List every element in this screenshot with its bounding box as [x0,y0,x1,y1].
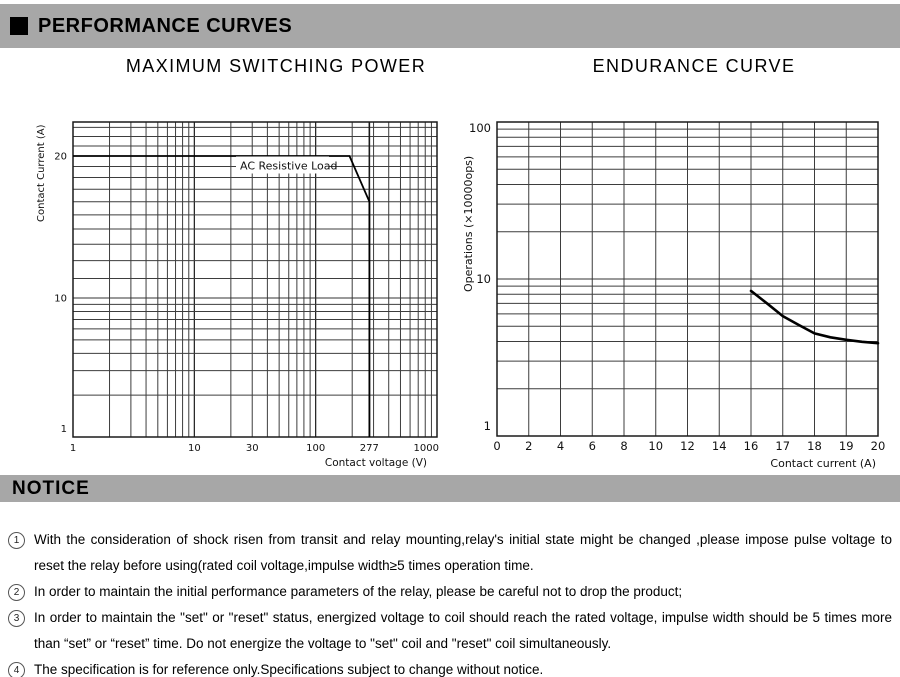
svg-text:12: 12 [680,439,695,453]
svg-text:1000: 1000 [414,443,439,454]
section-header-bar: PERFORMANCE CURVES [0,4,900,48]
svg-text:100: 100 [306,443,325,454]
x-axis-label: Contact current (A) [770,457,876,470]
svg-text:10: 10 [476,272,491,286]
plot-border [72,121,438,438]
svg-text:10: 10 [188,443,201,454]
plot-border [496,121,879,437]
svg-text:17: 17 [775,439,790,453]
svg-text:10: 10 [648,439,663,453]
note-text: With the consideration of shock risen fr… [34,532,892,573]
svg-text:20: 20 [871,439,886,453]
svg-text:14: 14 [712,439,727,453]
chart-title-endurance-curve: ENDURANCE CURVE [592,56,796,76]
axis-ticks: 1 10 30 100 277 1000 1 10 20 [54,151,439,454]
note-item: 2 In order to maintain the initial perfo… [8,579,892,605]
notice-list: 1 With the consideration of shock risen … [8,527,892,677]
svg-text:100: 100 [469,121,491,135]
note-number-badge: 3 [8,610,25,627]
svg-text:4: 4 [557,439,564,453]
curve-annotation: AC Resistive Load [236,156,337,174]
grid [497,122,878,436]
black-square-icon [10,17,28,35]
note-text: The specification is for reference only.… [34,662,544,677]
svg-text:1: 1 [61,424,67,435]
axis-ticks: 0 2 4 6 8 10 12 14 16 17 18 19 20 1 10 100 [469,121,885,453]
note-text: In order to maintain the initial perform… [34,584,683,599]
section-title: PERFORMANCE CURVES [38,14,293,37]
note-number-badge: 4 [8,662,25,677]
note-number-badge: 1 [8,532,25,549]
note-item: 4 The specification is for reference onl… [8,657,892,677]
chart-title-max-switching-power: MAXIMUM SWITCHING POWER [125,56,427,76]
svg-text:2: 2 [525,439,532,453]
endurance-curve-chart: 0 2 4 6 8 10 12 14 16 17 18 19 20 1 10 100 Contact curre… [462,121,885,470]
max-switching-power-chart: AC Resistive Load 1 10 30 100 277 1000 1 10 20 Con… [36,121,439,469]
y-axis-label: Contact Current (A) [36,124,47,222]
note-text: In order to maintain the "set" or "reset… [34,610,892,651]
svg-text:20: 20 [54,151,67,162]
svg-text:1: 1 [70,443,76,454]
note-item: 1 With the consideration of shock risen … [8,527,892,579]
svg-text:AC Resistive Load: AC Resistive Load [240,160,337,173]
svg-text:6: 6 [589,439,596,453]
svg-text:0: 0 [493,439,500,453]
svg-text:16: 16 [744,439,759,453]
notice-title: NOTICE [12,477,90,499]
svg-text:30: 30 [246,443,259,454]
svg-text:8: 8 [620,439,627,453]
svg-text:10: 10 [54,294,67,305]
grid [73,122,437,437]
note-item: 3 In order to maintain the "set" or "res… [8,605,892,657]
endurance-curve [749,289,880,345]
svg-text:19: 19 [839,439,854,453]
svg-text:18: 18 [807,439,822,453]
svg-text:1: 1 [484,419,491,433]
x-axis-label: Contact voltage (V) [325,457,427,469]
note-number-badge: 2 [8,584,25,601]
y-axis-label: Operations (×10000ops) [462,156,475,292]
svg-text:277: 277 [360,443,379,454]
ac-resistive-load-curve [73,155,371,437]
notice-bar: NOTICE [0,475,900,502]
